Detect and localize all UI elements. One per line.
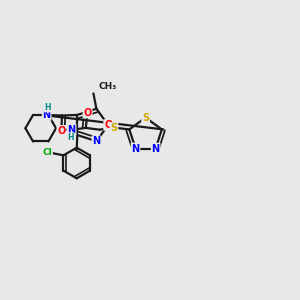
Text: H: H bbox=[44, 103, 51, 112]
Text: N: N bbox=[152, 143, 160, 154]
Text: O: O bbox=[57, 126, 65, 136]
Text: N: N bbox=[43, 110, 51, 120]
Text: Cl: Cl bbox=[42, 148, 52, 158]
Text: N: N bbox=[68, 125, 76, 135]
Text: O: O bbox=[83, 108, 92, 118]
Text: S: S bbox=[142, 112, 149, 123]
Text: O: O bbox=[104, 120, 112, 130]
Text: N: N bbox=[92, 136, 101, 146]
Text: S: S bbox=[110, 123, 118, 133]
Text: H: H bbox=[67, 133, 74, 142]
Text: CH₃: CH₃ bbox=[99, 82, 117, 91]
Text: N: N bbox=[131, 143, 140, 154]
